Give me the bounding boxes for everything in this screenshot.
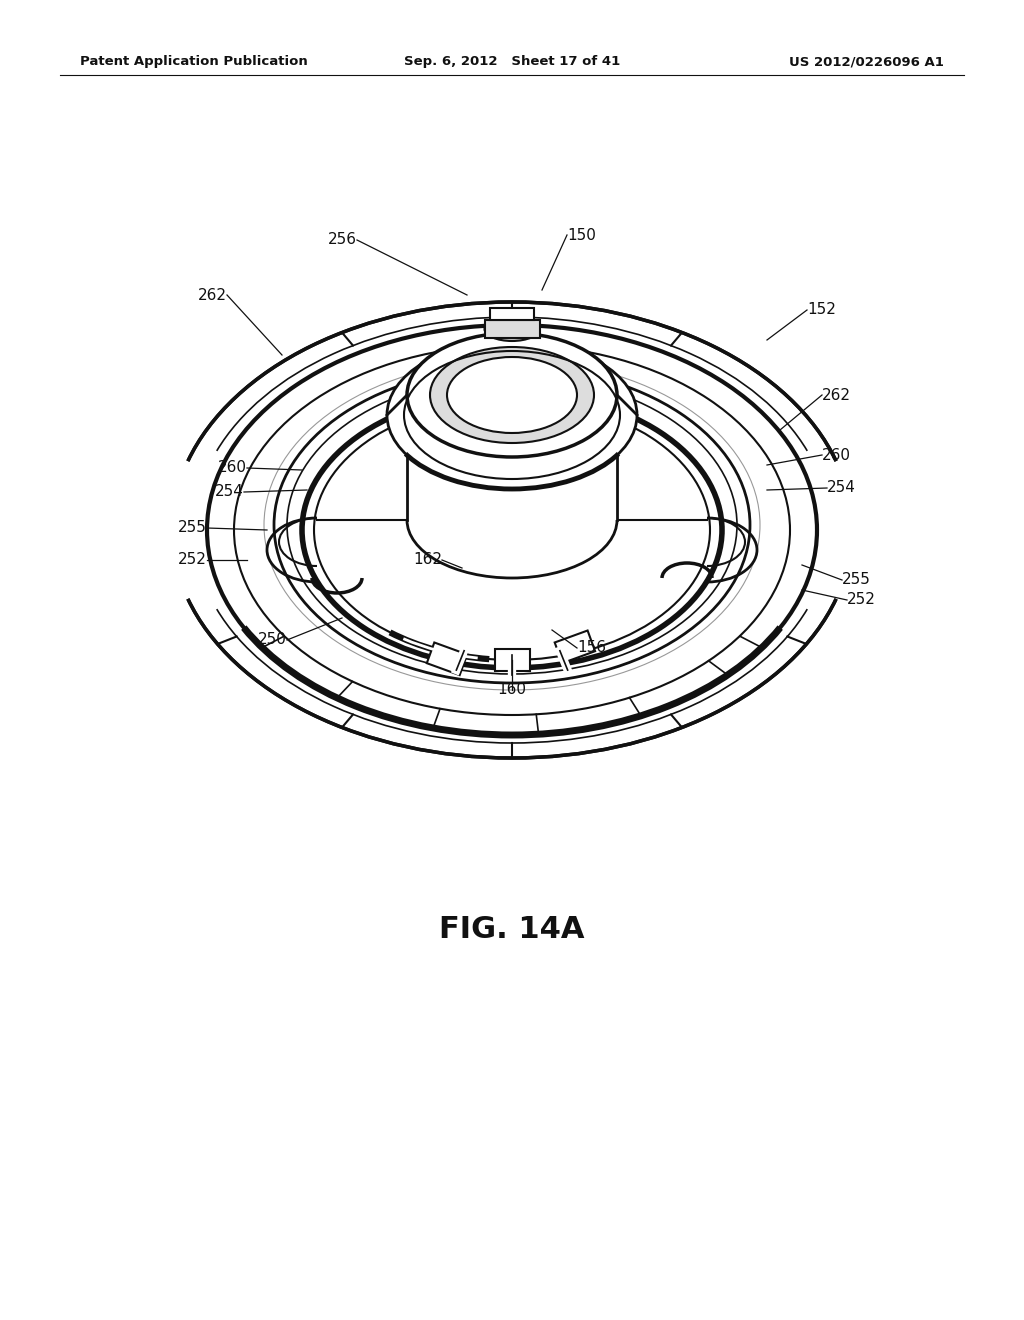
Text: 254: 254 <box>215 484 244 499</box>
Ellipse shape <box>484 317 540 341</box>
Ellipse shape <box>447 356 577 433</box>
Text: 152: 152 <box>807 302 836 318</box>
FancyBboxPatch shape <box>490 308 534 319</box>
Text: Sep. 6, 2012   Sheet 17 of 41: Sep. 6, 2012 Sheet 17 of 41 <box>403 55 621 69</box>
Text: US 2012/0226096 A1: US 2012/0226096 A1 <box>790 55 944 69</box>
Text: 254: 254 <box>827 480 856 495</box>
Text: 150: 150 <box>567 227 596 243</box>
Text: 252: 252 <box>847 593 876 607</box>
Text: 156: 156 <box>577 640 606 656</box>
Text: 260: 260 <box>822 447 851 462</box>
Text: 262: 262 <box>198 288 227 302</box>
Text: 262: 262 <box>822 388 851 403</box>
Text: FIG. 14A: FIG. 14A <box>439 916 585 945</box>
Ellipse shape <box>407 462 617 578</box>
Ellipse shape <box>407 333 617 457</box>
Text: 160: 160 <box>498 682 526 697</box>
Ellipse shape <box>430 347 594 444</box>
Text: 255: 255 <box>842 573 870 587</box>
Text: 252: 252 <box>178 553 207 568</box>
Bar <box>555 631 595 663</box>
Bar <box>495 649 529 671</box>
Bar <box>427 643 467 675</box>
Ellipse shape <box>172 302 852 758</box>
Ellipse shape <box>274 367 750 682</box>
Text: 260: 260 <box>218 461 247 475</box>
Text: 255: 255 <box>178 520 207 536</box>
Text: 162: 162 <box>413 553 442 568</box>
Text: Patent Application Publication: Patent Application Publication <box>80 55 308 69</box>
Ellipse shape <box>387 341 637 488</box>
Text: 256: 256 <box>328 232 357 248</box>
Ellipse shape <box>207 325 817 735</box>
Text: 250: 250 <box>258 632 287 648</box>
FancyBboxPatch shape <box>484 319 540 338</box>
